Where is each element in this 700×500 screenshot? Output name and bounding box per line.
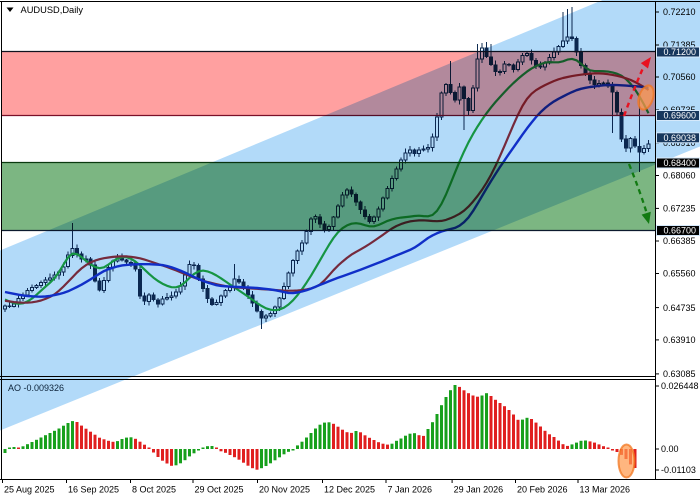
svg-text:0.69600: 0.69600: [664, 111, 697, 121]
svg-text:0.66700: 0.66700: [664, 226, 697, 236]
svg-text:AUDUSD,Daily: AUDUSD,Daily: [21, 5, 84, 15]
svg-text:0.69038: 0.69038: [664, 133, 697, 143]
svg-text:20 Feb 2026: 20 Feb 2026: [517, 485, 568, 495]
svg-text:0.72210: 0.72210: [663, 7, 696, 17]
svg-text:0.026448: 0.026448: [661, 381, 699, 391]
svg-text:8 Oct 2025: 8 Oct 2025: [132, 485, 176, 495]
svg-text:0.71200: 0.71200: [664, 47, 697, 57]
svg-text:-0.01103: -0.01103: [661, 465, 696, 475]
svg-text:29 Oct 2025: 29 Oct 2025: [195, 485, 244, 495]
svg-text:AO -0.009326: AO -0.009326: [8, 383, 64, 393]
svg-text:20 Nov 2025: 20 Nov 2025: [259, 485, 310, 495]
svg-text:0.65560: 0.65560: [663, 269, 696, 279]
svg-text:0.67235: 0.67235: [663, 204, 696, 214]
svg-text:13 Mar 2026: 13 Mar 2026: [580, 485, 631, 495]
svg-text:29 Jan 2026: 29 Jan 2026: [454, 485, 504, 495]
svg-text:16 Sep 2025: 16 Sep 2025: [68, 485, 119, 495]
svg-text:0.00: 0.00: [661, 444, 679, 454]
svg-text:25 Aug 2025: 25 Aug 2025: [4, 485, 55, 495]
svg-text:12 Dec 2025: 12 Dec 2025: [324, 485, 375, 495]
svg-text:0.68400: 0.68400: [664, 158, 697, 168]
svg-text:0.68060: 0.68060: [663, 171, 696, 181]
svg-text:0.70560: 0.70560: [663, 72, 696, 82]
svg-text:7 Jan 2026: 7 Jan 2026: [388, 485, 433, 495]
svg-text:0.71385: 0.71385: [663, 40, 696, 50]
svg-text:0.63910: 0.63910: [663, 335, 696, 345]
svg-text:0.64735: 0.64735: [663, 303, 696, 313]
svg-text:0.63085: 0.63085: [663, 369, 696, 379]
svg-text:0.66385: 0.66385: [663, 236, 696, 246]
